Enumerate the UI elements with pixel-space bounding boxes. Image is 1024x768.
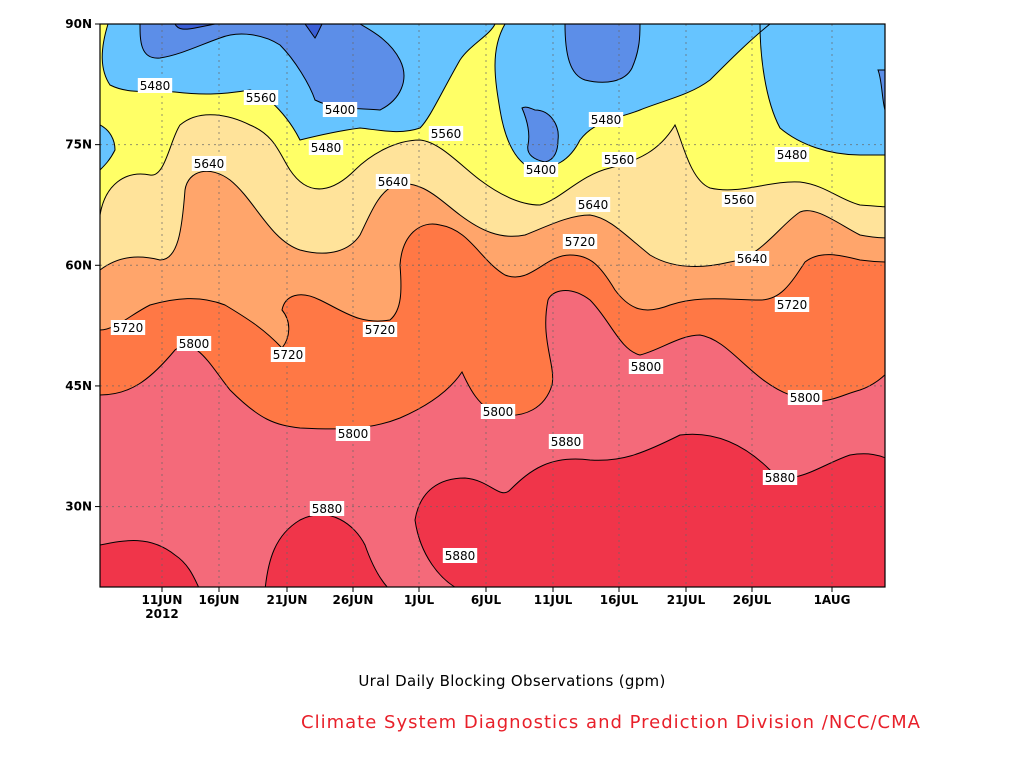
x-tick-label: 16JUL xyxy=(600,593,639,607)
contour-label: 5800 xyxy=(628,359,664,374)
contour-line-5880 xyxy=(100,24,885,587)
contour-label: 5480 xyxy=(774,147,810,162)
contour-label: 5640 xyxy=(575,197,611,212)
svg-text:5800: 5800 xyxy=(338,427,369,441)
y-tick-label: 90N xyxy=(65,17,92,31)
x-tick-label: 11JUL xyxy=(534,593,573,607)
svg-text:5560: 5560 xyxy=(724,193,755,207)
contour-line-5560 xyxy=(100,24,885,216)
svg-text:5880: 5880 xyxy=(445,549,476,563)
plot-frame xyxy=(99,23,886,588)
svg-text:5800: 5800 xyxy=(483,405,514,419)
contour-bands xyxy=(100,24,885,587)
contour-label: 5880 xyxy=(309,501,345,516)
contour-label: 5400 xyxy=(523,162,559,177)
svg-text:5560: 5560 xyxy=(431,127,462,141)
contour-label: 5400 xyxy=(322,102,358,117)
band-5400 xyxy=(140,24,885,162)
svg-text:5480: 5480 xyxy=(777,148,808,162)
svg-text:5480: 5480 xyxy=(140,79,171,93)
x-tick-label: 26JUN xyxy=(333,593,374,607)
contour-label: 5720 xyxy=(270,347,306,362)
contour-label: 5480 xyxy=(588,112,624,127)
svg-text:5480: 5480 xyxy=(311,141,342,155)
grid-lines xyxy=(100,24,885,587)
svg-text:5720: 5720 xyxy=(777,298,808,312)
x-tick-label: 16JUN xyxy=(199,593,240,607)
svg-text:5400: 5400 xyxy=(526,163,557,177)
contour-label: 5560 xyxy=(428,126,464,141)
svg-text:5720: 5720 xyxy=(113,321,144,335)
contour-label: 5560 xyxy=(721,192,757,207)
svg-text:5400: 5400 xyxy=(325,103,356,117)
svg-text:5800: 5800 xyxy=(631,360,662,374)
contour-label: 5480 xyxy=(308,140,344,155)
svg-text:5800: 5800 xyxy=(790,391,821,405)
svg-text:5640: 5640 xyxy=(194,157,225,171)
contour-line-5720 xyxy=(100,24,885,349)
x-year-label: 2012 xyxy=(145,607,178,621)
svg-text:5560: 5560 xyxy=(246,91,277,105)
contour-label: 5560 xyxy=(243,90,279,105)
band-5320 xyxy=(175,24,322,38)
svg-text:5640: 5640 xyxy=(378,175,409,189)
contour-line-5800 xyxy=(100,24,885,430)
y-tick-label: 75N xyxy=(65,138,92,152)
contour-label: 5880 xyxy=(442,548,478,563)
x-tick-label: 1AUG xyxy=(814,593,851,607)
x-tick-label: 21JUL xyxy=(667,593,706,607)
contour-label: 5800 xyxy=(176,336,212,351)
contour-label: 5800 xyxy=(480,404,516,419)
contour-label: 5720 xyxy=(774,297,810,312)
svg-text:5560: 5560 xyxy=(604,153,635,167)
contour-line-5480 xyxy=(100,24,885,171)
contour-line-5400 xyxy=(139,24,885,163)
contour-label: 5880 xyxy=(762,470,798,485)
y-tick-label: 60N xyxy=(65,258,92,272)
x-tick-label: 11JUN xyxy=(142,593,183,607)
contour-label: 5800 xyxy=(335,426,371,441)
contour-label: 5720 xyxy=(362,322,398,337)
y-tick-label: 30N xyxy=(65,500,92,514)
y-tick-label: 45N xyxy=(65,379,92,393)
svg-text:5800: 5800 xyxy=(179,337,210,351)
contour-labels: 5480 5560 5400 5480 5560 5480 5400 5560 5480 5640… xyxy=(110,78,823,563)
contour-label: 5720 xyxy=(110,320,146,335)
x-tick-label: 6JUL xyxy=(471,593,502,607)
contour-label: 5880 xyxy=(548,434,584,449)
contour-line-5640 xyxy=(100,24,885,271)
contour-lines xyxy=(100,24,885,587)
contour-label: 5640 xyxy=(191,156,227,171)
svg-text:5640: 5640 xyxy=(737,252,768,266)
chart-credit: Climate System Diagnostics and Predictio… xyxy=(301,712,921,733)
contour-label: 5800 xyxy=(787,390,823,405)
svg-text:5720: 5720 xyxy=(565,235,596,249)
svg-text:5880: 5880 xyxy=(312,502,343,516)
svg-text:5880: 5880 xyxy=(551,435,582,449)
chart-title: Ural Daily Blocking Observations (gpm) xyxy=(358,672,666,690)
x-tick-label: 21JUN xyxy=(267,593,308,607)
x-tick-label: 1JUL xyxy=(404,593,435,607)
svg-text:5720: 5720 xyxy=(273,348,304,362)
contour-label: 5640 xyxy=(734,251,770,266)
contour-label: 5720 xyxy=(562,234,598,249)
svg-text:5640: 5640 xyxy=(578,198,609,212)
contour-label: 5480 xyxy=(137,78,173,93)
x-tick-label: 26JUL xyxy=(733,593,772,607)
contour-label: 5640 xyxy=(375,174,411,189)
svg-text:5720: 5720 xyxy=(365,323,396,337)
axis-ticks: 90N 75N 60N 45N 30N 11JUN 16JUN 21JUN 26JUN 1JUL 6… xyxy=(65,17,850,621)
contour-label: 5560 xyxy=(601,152,637,167)
svg-text:5880: 5880 xyxy=(765,471,796,485)
svg-text:5480: 5480 xyxy=(591,113,622,127)
